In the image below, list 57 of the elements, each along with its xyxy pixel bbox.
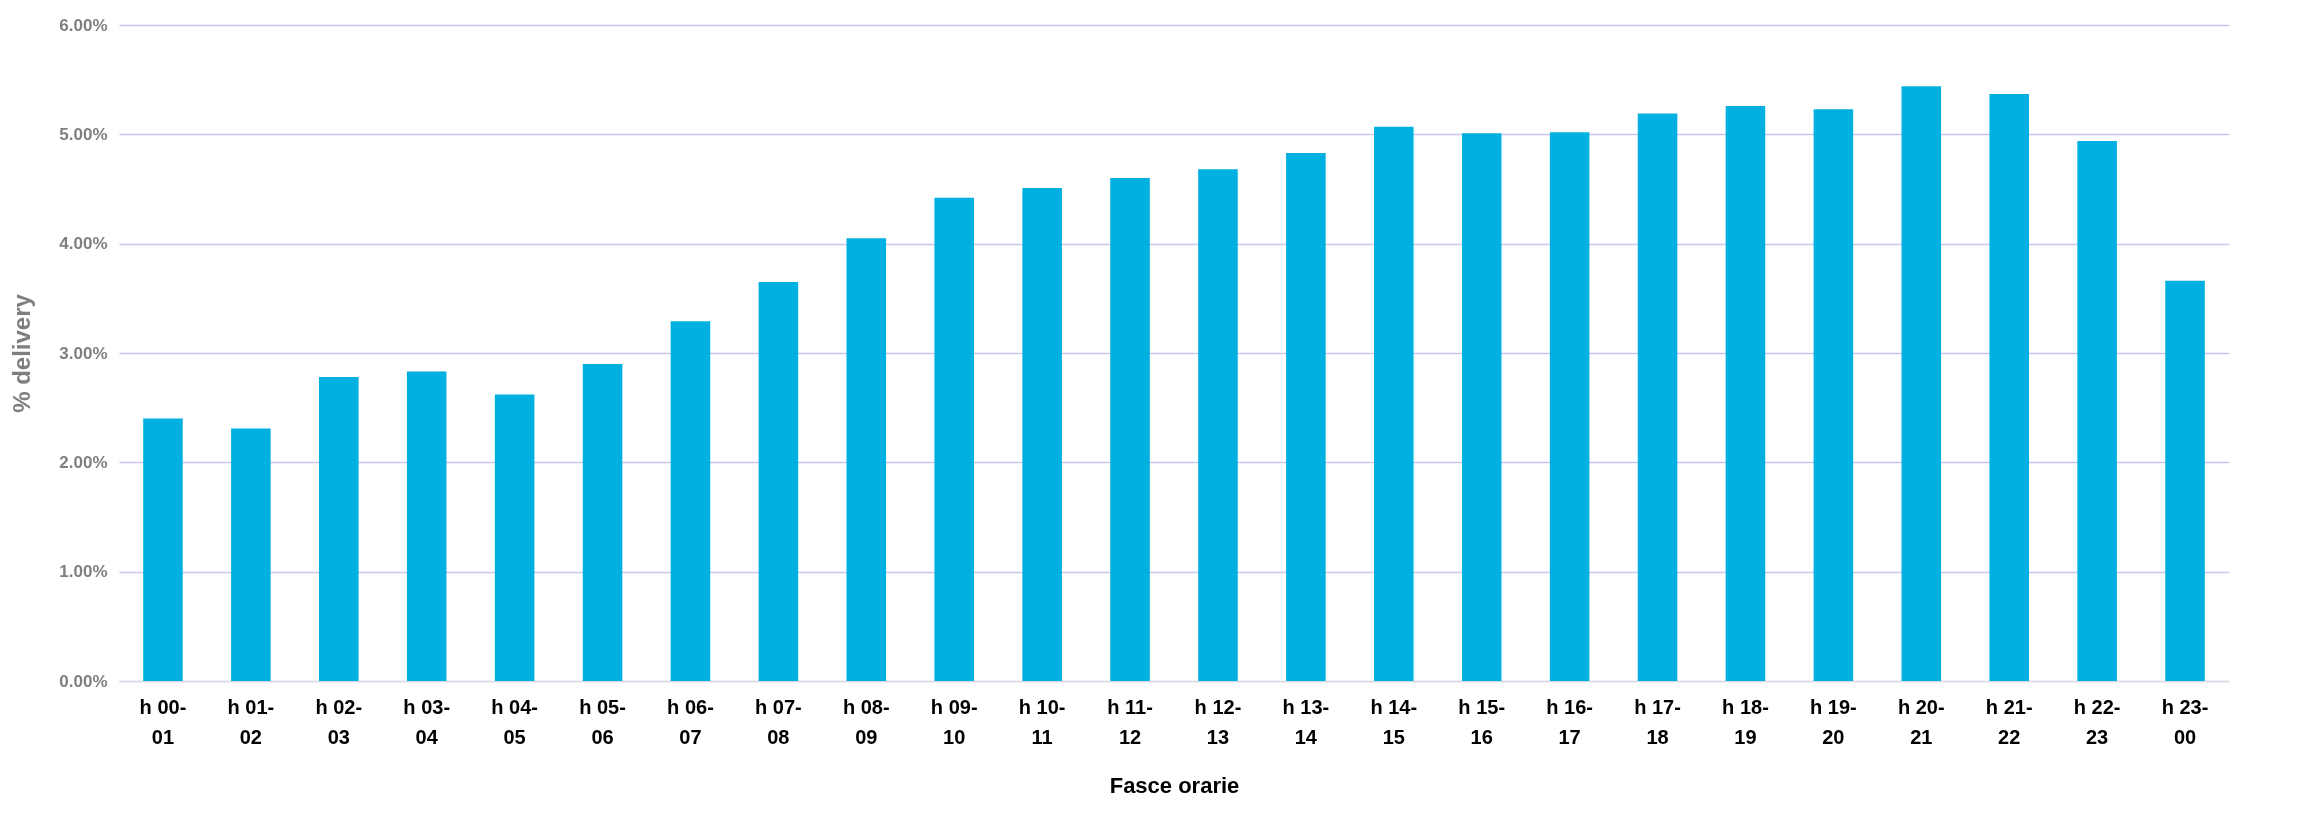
x-tick-label: h 02-03 xyxy=(315,695,363,748)
bar xyxy=(1022,187,1062,681)
bar xyxy=(2077,140,2117,681)
x-tick-label: h 14-15 xyxy=(1370,695,1418,748)
y-tick-label: 0.00% xyxy=(59,671,108,691)
bar xyxy=(934,197,974,681)
x-tick-label: h 05-06 xyxy=(579,695,626,748)
y-tick-label: 2.00% xyxy=(59,452,108,472)
x-tick-label: h 20-21 xyxy=(1897,695,1945,748)
bar xyxy=(319,377,359,681)
bar xyxy=(758,281,799,681)
bar xyxy=(670,321,711,681)
x-tick-label: h 13-14 xyxy=(1282,695,1330,748)
bar xyxy=(1549,132,1590,681)
bar xyxy=(1637,113,1678,681)
y-axis-title: % delivery xyxy=(8,293,36,413)
x-tick-label: h 23-00 xyxy=(2161,695,2209,748)
x-tick-label: h 19-20 xyxy=(1810,695,1857,748)
x-tick-label: h 22-23 xyxy=(2073,695,2121,748)
bar xyxy=(231,428,271,681)
x-tick-label: h 21-22 xyxy=(1985,695,2033,748)
x-tick-label: h 06-07 xyxy=(667,695,714,748)
x-tick-label: h 07-08 xyxy=(755,695,802,748)
x-tick-label: h 12-13 xyxy=(1194,695,1242,748)
x-tick-label: h 04-05 xyxy=(491,695,538,748)
x-tick-label: h 15-16 xyxy=(1458,695,1506,748)
bar xyxy=(406,371,447,681)
bar xyxy=(1198,169,1238,681)
x-tick-label: h 00-01 xyxy=(139,695,187,748)
y-tick-label: 6.00% xyxy=(59,15,108,35)
x-tick-label: h 11-12 xyxy=(1107,695,1153,748)
bar xyxy=(582,363,623,681)
bar xyxy=(1725,105,1766,681)
x-tick-label: h 10-11 xyxy=(1018,695,1066,748)
x-tick-label: h 09-10 xyxy=(930,695,978,748)
bar xyxy=(494,394,535,681)
x-tick-label: h 17-18 xyxy=(1634,695,1681,748)
bar xyxy=(143,418,183,681)
y-tick-label: 3.00% xyxy=(59,343,108,363)
x-tick-label: h 03-04 xyxy=(403,695,451,748)
x-axis-title: Fasce orarie xyxy=(1109,772,1240,798)
bar xyxy=(846,238,887,681)
bar xyxy=(1901,86,1942,681)
bar xyxy=(1989,93,2029,681)
x-tick-label: h 16-17 xyxy=(1546,695,1593,748)
bar xyxy=(2165,280,2205,681)
y-tick-label: 4.00% xyxy=(59,234,108,254)
bar xyxy=(1813,109,1854,681)
y-tick-label: 5.00% xyxy=(59,124,108,144)
bar xyxy=(1110,178,1150,681)
x-tick-label: h 08-09 xyxy=(842,695,890,748)
x-tick-label: h 18-19 xyxy=(1722,695,1769,748)
bar xyxy=(1286,152,1326,681)
y-tick-label: 1.00% xyxy=(59,562,108,582)
bar xyxy=(1374,126,1414,681)
x-tick-label: h 01-02 xyxy=(227,695,275,748)
bar xyxy=(1461,133,1502,681)
